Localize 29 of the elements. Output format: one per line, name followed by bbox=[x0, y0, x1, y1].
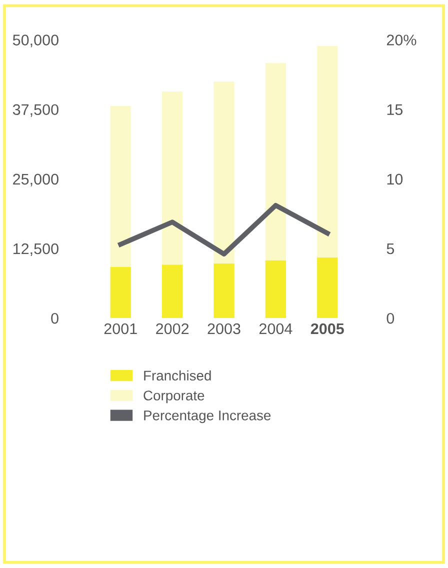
bar bbox=[162, 92, 183, 265]
bar bbox=[162, 264, 183, 318]
bar bbox=[110, 106, 131, 267]
y2-tick-label: 5 bbox=[386, 244, 394, 254]
x-tick-label: 2004 bbox=[259, 323, 292, 334]
y2-tick-label: 15 bbox=[387, 104, 403, 116]
legend-label: Franchised bbox=[144, 370, 211, 381]
y-tick-label: 12,500 bbox=[13, 243, 58, 256]
bar bbox=[110, 266, 131, 318]
bar bbox=[317, 46, 338, 258]
x-tick-label: 2002 bbox=[156, 323, 189, 334]
y-tick-label: 0 bbox=[51, 312, 58, 324]
y2-tick-label: 0 bbox=[386, 312, 394, 324]
y2-tick-label: 10 bbox=[387, 174, 403, 185]
y-tick-label: 37,500 bbox=[12, 104, 58, 117]
legend-label: Percentage Increase bbox=[144, 410, 271, 424]
x-tick-label: 2003 bbox=[208, 323, 240, 334]
bar bbox=[317, 257, 338, 318]
bar bbox=[265, 63, 286, 260]
bar bbox=[265, 260, 286, 318]
y-tick-label: 50,000 bbox=[12, 34, 58, 48]
x-tick-label: 2001 bbox=[104, 323, 137, 334]
bar bbox=[214, 82, 234, 264]
legend-label: Corporate bbox=[144, 390, 204, 404]
x-tick-label: 2005 bbox=[310, 323, 344, 334]
line-series bbox=[118, 202, 330, 256]
y-tick-label: 25,000 bbox=[13, 174, 58, 186]
bar bbox=[214, 264, 234, 318]
y2-tick-label: 20% bbox=[386, 34, 416, 46]
